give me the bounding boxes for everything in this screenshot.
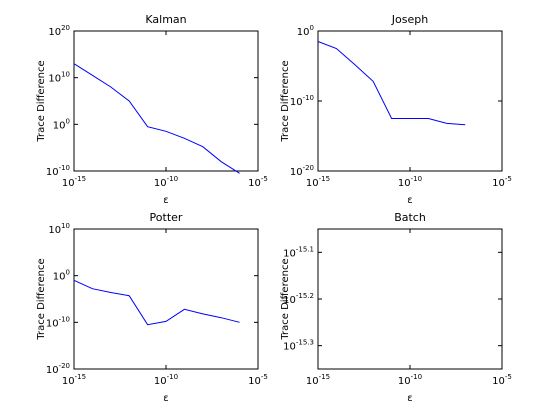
y-tick-label: 100 <box>53 117 70 131</box>
x-tick-label: 10-5 <box>492 373 512 387</box>
y-tick-label: 100 <box>297 24 314 38</box>
y-tick-label: 10-10 <box>290 94 314 108</box>
y-tick-label: 100 <box>53 269 70 283</box>
y-tick-label: 10-20 <box>46 362 70 376</box>
x-tick-label: 10-5 <box>492 175 512 189</box>
y-tick-label: 1010 <box>48 222 70 236</box>
y-axis-label: Trace Difference <box>280 258 291 340</box>
x-axis-label: ε <box>163 393 168 404</box>
series-line <box>73 63 240 174</box>
y-axis-label: Trace Difference <box>36 258 47 340</box>
series-line <box>317 41 466 126</box>
y-tick-label: 10-15.2 <box>283 292 314 306</box>
y-tick-label: 10-20 <box>290 164 314 178</box>
x-tick-label: 10-15 <box>306 175 330 189</box>
y-tick-label: 10-15.3 <box>283 339 314 353</box>
x-tick-label: 10-10 <box>154 175 178 189</box>
x-axis-label: ε <box>407 195 412 206</box>
y-tick-label: 10-10 <box>46 315 70 329</box>
y-tick-label: 10-10 <box>46 164 70 178</box>
subplot-kalman: 10-15 10-10 10-510-1010010101020KalmanεTra… <box>36 13 268 206</box>
plot-frame <box>73 228 259 370</box>
chart-title: Potter <box>150 211 183 224</box>
chart-title: Batch <box>394 211 426 224</box>
plot-frame <box>73 30 259 172</box>
y-tick-label: 1010 <box>48 71 70 85</box>
x-axis-label: ε <box>407 393 412 404</box>
x-tick-label: 10-5 <box>248 175 268 189</box>
plot-frame <box>317 228 503 370</box>
chart-title: Kalman <box>145 13 186 26</box>
x-tick-label: 10-15 <box>306 373 330 387</box>
subplot-batch: 10-15 10-10 10-5 10-15.1 10-15.2 10-15.3 Batch… <box>280 211 512 404</box>
y-tick-label: 1020 <box>48 24 70 38</box>
x-tick-label: 10-10 <box>398 175 422 189</box>
x-tick-label: 10-10 <box>154 373 178 387</box>
x-axis-label: ε <box>163 195 168 206</box>
y-axis-label: Trace Difference <box>280 60 291 142</box>
x-tick-label: 10-5 <box>248 373 268 387</box>
subplot-potter: 10-15 10-10 10-5 10-20 10-10 100 1010 Potter ε Tr… <box>36 211 268 404</box>
series-line <box>73 279 240 326</box>
subplot-joseph: 10-15 10-10 10-5 10-20 10-10 100 Joseph ε Trace … <box>280 13 512 206</box>
y-axis-label: Trace Difference <box>36 60 47 142</box>
x-tick-label: 10-15 <box>62 373 86 387</box>
x-tick-label: 10-15 <box>62 175 86 189</box>
y-tick-label: 10-15.1 <box>283 245 314 259</box>
x-tick-label: 10-10 <box>398 373 422 387</box>
chart-title: Joseph <box>391 13 428 26</box>
plot-frame <box>317 30 503 172</box>
